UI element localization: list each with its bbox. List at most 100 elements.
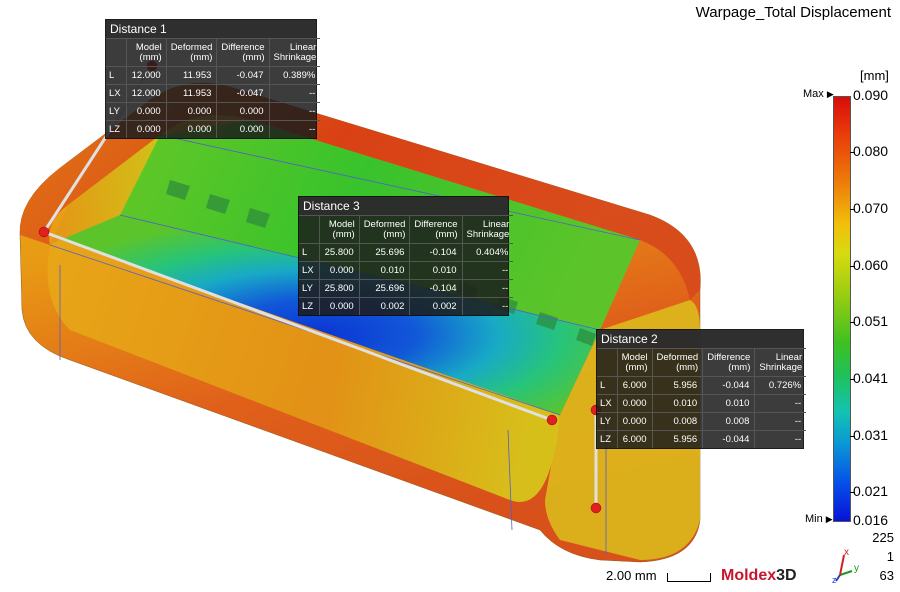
table-cell: L [597,376,618,395]
table-cell: 25.800 [318,279,360,298]
legend-tick [850,266,855,267]
result-title: Warpage_Total Displacement [695,4,891,21]
column-header: Deformed (mm) [358,215,410,244]
axis-triad-icon[interactable]: x y z [830,545,864,585]
column-header [106,38,127,67]
column-header [299,215,320,244]
table-cell: -- [268,102,321,121]
legend-tick [850,322,855,323]
table-cell: 0.000 [125,120,167,138]
legend-value: 0.060 [853,257,889,273]
table-cell: 0.000 [216,120,270,138]
table-cell: 0.010 [651,394,703,413]
table-cell: 5.956 [651,376,703,395]
distance-panel-title: Distance 1 [106,20,316,38]
column-header: Deformed (mm) [651,348,703,377]
table-cell: -- [268,84,321,103]
zoom-value: 225 [872,530,894,545]
table-cell: 0.000 [165,102,217,121]
table-cell: 25.800 [318,243,360,262]
table-cell: LZ [597,430,618,448]
table-cell: 0.000 [616,412,652,431]
brand-suffix: 3D [776,567,797,584]
table-cell: -- [461,279,514,298]
table-cell: LX [597,394,618,413]
table-cell: LY [106,102,127,121]
table-cell: 25.696 [358,243,410,262]
table-cell: LX [299,261,320,280]
table-cell: 0.000 [318,261,360,280]
distance-1-panel[interactable]: Distance 1 Model (mm) Deformed (mm) Differen… [105,19,321,139]
scale-bar [667,573,711,582]
moldex3d-logo: Moldex3D [721,567,797,585]
table-cell: 0.389% [268,66,321,85]
distance-3-panel[interactable]: Distance 3 Model (mm) Deformed (mm) Differen… [298,196,514,316]
legend-max-label: Max ▶ [803,88,834,100]
legend-value: 0.021 [853,483,889,499]
table-row: L 6.000 5.956 -0.044 0.726% [597,376,807,395]
column-header: Linear Shrinkage [268,38,321,67]
table-header-row: Model (mm) Deformed (mm) Difference (mm) Linea… [597,348,807,377]
table-row: LY 0.000 0.008 0.008 -- [597,412,807,431]
table-row: LX 12.000 11.953 -0.047 -- [106,84,321,103]
legend-unit: [mm] [860,68,889,83]
table-cell: 0.010 [702,394,755,413]
part-front-wall [47,240,560,502]
legend-tick [850,492,855,493]
table-cell: 12.000 [125,66,167,85]
axis-z-label: z [832,575,837,585]
legend-min-label: Min ▶ [805,513,833,525]
legend-value: 0.031 [853,427,889,443]
table-header-row: Model (mm) Deformed (mm) Difference (mm) Linea… [106,38,321,67]
table-row: LZ 0.000 0.000 0.000 -- [106,120,321,138]
table-row: LY 25.800 25.696 -0.104 -- [299,279,514,298]
column-header: Model (mm) [125,38,167,67]
table-cell: 5.956 [651,430,703,448]
legend-tick [850,436,855,437]
table-cell: -- [461,261,514,280]
table-cell: LY [597,412,618,431]
table-cell: 0.010 [358,261,410,280]
distance-2-panel[interactable]: Distance 2 Model (mm) Deformed (mm) Differen… [596,329,807,449]
table-cell: -- [754,394,807,413]
table-cell: 0.726% [754,376,807,395]
view-value-3: 63 [879,568,894,583]
table-cell: 0.008 [702,412,755,431]
arrow-right-icon: ▶ [825,514,833,524]
legend-value: 0.090 [853,87,889,103]
axis-y-label: y [854,563,859,574]
table-cell: 6.000 [616,376,652,395]
column-header: Linear Shrinkage [461,215,514,244]
table-cell: 0.010 [409,261,463,280]
distance-table: Model (mm) Deformed (mm) Difference (mm) Linea… [299,215,514,315]
column-header: Model (mm) [616,348,652,377]
table-cell: 0.008 [651,412,703,431]
table-cell: -- [461,297,514,315]
table-cell: 0.000 [125,102,167,121]
table-cell: 0.000 [318,297,360,315]
table-row: L 12.000 11.953 -0.047 0.389% [106,66,321,85]
legend-value: 0.051 [853,313,889,329]
table-header-row: Model (mm) Deformed (mm) Difference (mm) Linea… [299,215,514,244]
axis-x-label: x [844,547,849,558]
table-row: LZ 0.000 0.002 0.002 -- [299,297,514,315]
table-cell: 0.000 [165,120,217,138]
part-rim [19,82,701,301]
table-row: LX 0.000 0.010 0.010 -- [299,261,514,280]
table-cell: -0.104 [409,279,463,298]
table-cell: -0.047 [216,66,270,85]
table-row: LX 0.000 0.010 0.010 -- [597,394,807,413]
table-cell: L [299,243,320,262]
legend-value: 0.080 [853,143,889,159]
table-cell: 11.953 [165,84,217,103]
legend-min-text: Min [805,513,823,525]
table-cell: -0.104 [409,243,463,262]
table-cell: -- [268,120,321,138]
table-row: LY 0.000 0.000 0.000 -- [106,102,321,121]
table-row: LZ 6.000 5.956 -0.044 -- [597,430,807,448]
legend-value: 0.041 [853,370,889,386]
column-header [597,348,618,377]
table-cell: 0.000 [616,394,652,413]
table-cell: L [106,66,127,85]
